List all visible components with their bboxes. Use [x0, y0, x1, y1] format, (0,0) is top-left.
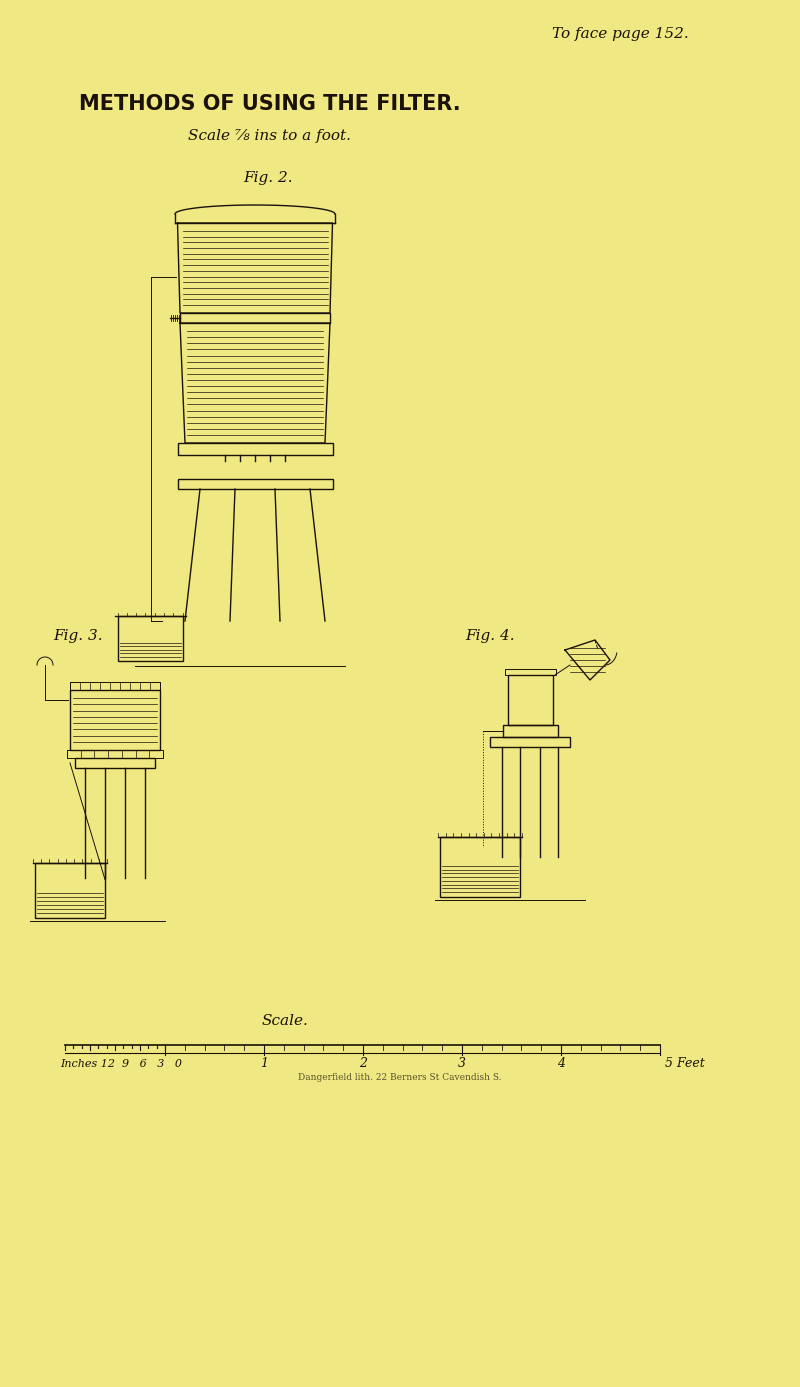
Text: Fig. 4.: Fig. 4.: [465, 628, 515, 644]
Text: Fig. 2.: Fig. 2.: [243, 171, 293, 184]
Bar: [180, 313, 330, 323]
Bar: [178, 442, 333, 455]
Bar: [70, 689, 160, 750]
Text: 5 Feet: 5 Feet: [665, 1057, 705, 1069]
Text: Fig. 3.: Fig. 3.: [53, 628, 103, 644]
Text: Inches 12  9   6   3   0: Inches 12 9 6 3 0: [60, 1060, 182, 1069]
Bar: [70, 682, 160, 689]
Text: 3: 3: [458, 1057, 466, 1069]
Bar: [490, 736, 570, 748]
Text: Scale ⅞ ins to a foot.: Scale ⅞ ins to a foot.: [189, 129, 351, 143]
Text: METHODS OF USING THE FILTER.: METHODS OF USING THE FILTER.: [79, 94, 461, 114]
Text: Scale.: Scale.: [262, 1014, 309, 1028]
Bar: [118, 616, 182, 662]
Text: Dangerfield lith. 22 Berners St Cavendish S.: Dangerfield lith. 22 Berners St Cavendis…: [298, 1074, 502, 1082]
Bar: [35, 863, 105, 918]
Bar: [178, 479, 333, 490]
Text: 4: 4: [557, 1057, 565, 1069]
Text: 2: 2: [359, 1057, 367, 1069]
Bar: [440, 836, 520, 897]
Text: 1: 1: [260, 1057, 268, 1069]
Bar: [507, 675, 553, 725]
Bar: [75, 759, 155, 768]
Bar: [505, 669, 555, 675]
Bar: [502, 725, 558, 736]
Bar: [67, 750, 163, 759]
Text: To face page 152.: To face page 152.: [552, 26, 688, 42]
